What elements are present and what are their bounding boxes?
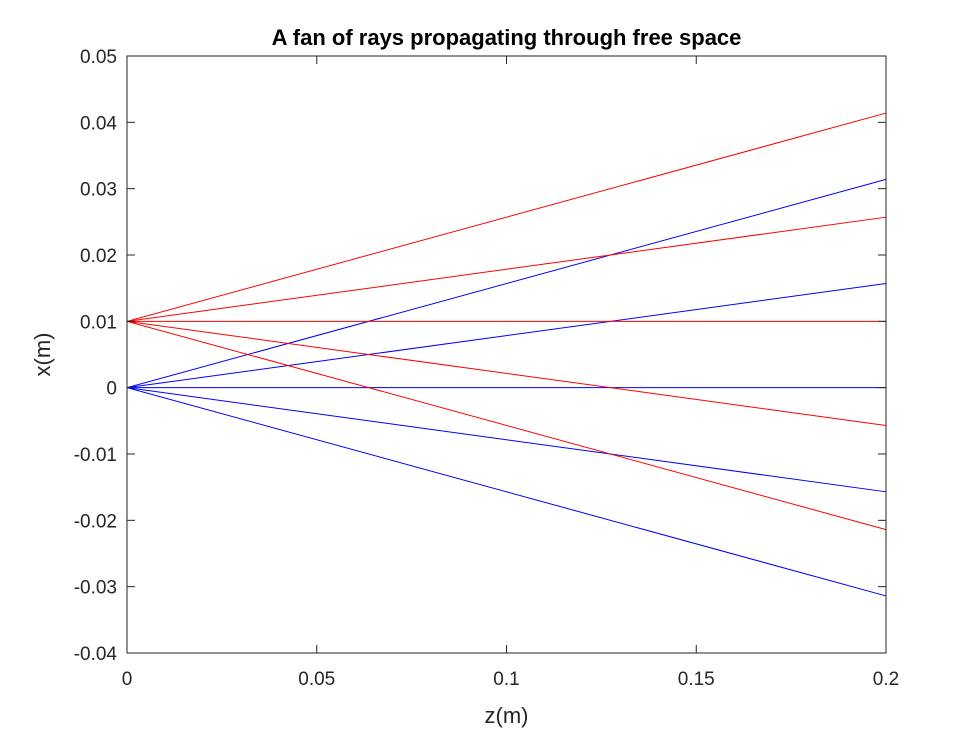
chart-title: A fan of rays propagating through free s… xyxy=(272,25,742,50)
x-tick-label: 0.05 xyxy=(298,669,335,690)
y-axis-label: x(m) xyxy=(30,333,55,377)
y-tick-label: 0.03 xyxy=(80,180,117,201)
y-tick-label: -0.01 xyxy=(74,445,117,466)
y-tick-label: -0.04 xyxy=(74,644,118,665)
tick-layer: 0 0.05 0.1 0.15 0.2 -0.04 -0.03 -0.02 -0.01 0 0.01… xyxy=(74,47,900,690)
x-tick-label: 0.1 xyxy=(493,669,519,690)
x-axis-label: z(m) xyxy=(485,703,529,728)
y-tick-label: 0.04 xyxy=(80,113,117,134)
y-tick-label: 0 xyxy=(106,379,117,400)
x-tick-label: 0.2 xyxy=(873,669,899,690)
series-line-7 xyxy=(126,216,887,322)
series-line-9 xyxy=(126,320,887,426)
series-line-1 xyxy=(126,178,887,389)
series-line-4 xyxy=(126,387,887,493)
x-tick-label: 0.15 xyxy=(678,669,715,690)
y-tick-label: 0.05 xyxy=(80,47,117,68)
y-tick-label: -0.02 xyxy=(74,511,117,532)
series-line-2 xyxy=(126,283,887,389)
y-tick-label: 0.01 xyxy=(80,312,117,333)
series-line-5 xyxy=(126,387,887,597)
series-line-10 xyxy=(126,320,887,531)
series-layer xyxy=(126,112,887,597)
y-tick-label: 0.02 xyxy=(80,246,117,267)
plot-area xyxy=(127,56,886,653)
series-line-6 xyxy=(126,112,887,322)
y-tick-label: -0.03 xyxy=(74,578,117,599)
x-tick-label: 0 xyxy=(122,669,133,690)
